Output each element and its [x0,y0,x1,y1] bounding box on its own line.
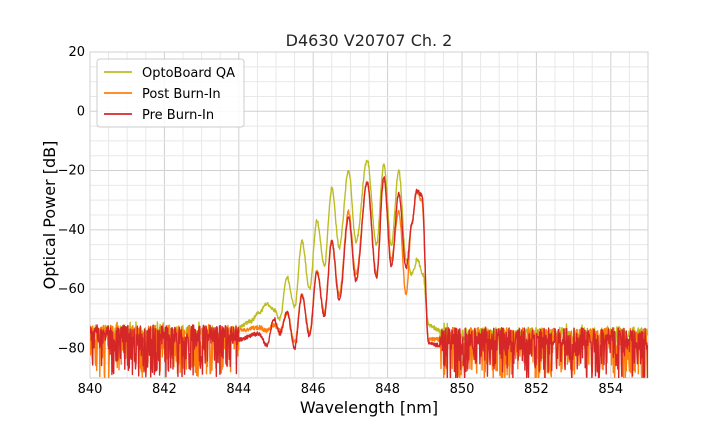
series-layer [90,159,648,378]
x-axis-label: Wavelength [nm] [300,398,438,417]
legend-box [96,58,245,128]
y-tick-label: −60 [58,282,85,297]
legend-label-pre-burn-in: Pre Burn-In [142,108,214,123]
legend: OptoBoard QA Post Burn-In Pre Burn-In [96,58,245,128]
y-tick-label: 20 [68,45,85,60]
x-tick-label: 852 [524,382,549,397]
legend-label-post-burn-in: Post Burn-In [142,87,221,102]
legend-label-optoboard-qa: OptoBoard QA [142,66,235,81]
y-tick-labels: 20 0 −20 −40 −60 −80 [58,45,85,356]
chart-title: D4630 V20707 Ch. 2 [286,31,453,50]
y-tick-label: −20 [58,164,85,179]
x-tick-label: 842 [152,382,177,397]
y-axis-label: Optical Power [dB] [40,141,59,290]
plot-frame [89,51,649,379]
x-tick-label: 840 [78,382,103,397]
y-tick-label: 0 [77,104,85,119]
x-tick-label: 844 [226,382,251,397]
x-tick-labels: 840 842 844 846 848 850 852 854 [78,382,624,397]
series-line-pre-burn-in [90,176,648,378]
y-tick-label: −80 [58,341,85,356]
x-tick-label: 850 [450,382,475,397]
x-tick-label: 848 [375,382,400,397]
x-tick-label: 854 [598,382,623,397]
y-tick-label: −40 [58,223,85,238]
x-tick-label: 846 [301,382,326,397]
